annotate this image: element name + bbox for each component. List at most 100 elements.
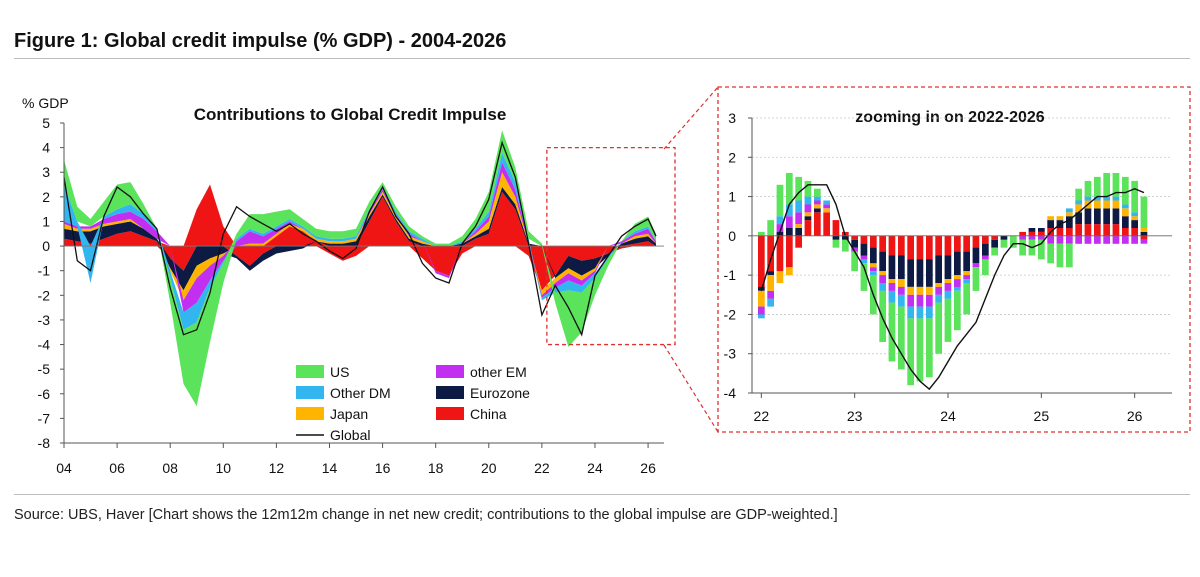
bar-other-em xyxy=(982,255,989,260)
bar-japan xyxy=(954,275,961,279)
bar-other-dm xyxy=(804,196,812,205)
bar-other-dm xyxy=(1131,212,1138,217)
bar-china xyxy=(795,235,802,248)
legend-label-other-dm: Other DM xyxy=(330,385,391,401)
zoom-highlight-box xyxy=(546,146,676,346)
main-x-tick-label: 26 xyxy=(640,460,656,476)
bar-us xyxy=(1140,196,1148,228)
bar-other-em xyxy=(879,275,886,283)
bar-china xyxy=(1084,224,1092,236)
bar-japan xyxy=(916,286,924,295)
bar-eurozone xyxy=(1084,208,1092,225)
bar-other-dm xyxy=(907,306,914,319)
bar-china xyxy=(860,235,868,244)
bar-other-dm xyxy=(963,279,970,283)
main-y-tick-label: -2 xyxy=(38,287,51,303)
bar-other-dm xyxy=(879,283,886,291)
bar-us xyxy=(1131,180,1138,213)
bar-eurozone xyxy=(879,251,886,272)
bar-china xyxy=(963,235,970,252)
bar-eurozone xyxy=(832,235,840,240)
main-y-tick-label: 3 xyxy=(42,164,50,180)
legend-label-global: Global xyxy=(330,427,370,443)
bar-eurozone xyxy=(1140,231,1148,236)
legend-swatch-other-dm xyxy=(296,386,324,399)
bar-china xyxy=(1066,228,1073,236)
legend: US Other DM Japan Global other EM Eurozone Chi… xyxy=(296,364,530,443)
bar-us xyxy=(991,247,998,256)
legend-label-other-em: other EM xyxy=(470,364,527,380)
bar-other-em xyxy=(926,294,933,307)
bar-japan xyxy=(767,275,774,291)
main-x-tick-label: 16 xyxy=(375,460,391,476)
bar-eurozone xyxy=(1000,235,1008,240)
main-y-tick-label: -8 xyxy=(38,435,51,451)
bar-eurozone xyxy=(954,251,961,276)
main-y-tick-label: 0 xyxy=(42,238,50,254)
bar-other-dm xyxy=(898,294,905,307)
bar-other-dm xyxy=(870,271,877,276)
bar-other-em xyxy=(1019,235,1026,240)
bar-us xyxy=(982,259,989,276)
bar-china xyxy=(804,220,812,236)
bar-china xyxy=(1122,228,1129,236)
bar-eurozone xyxy=(860,243,868,256)
bar-eurozone xyxy=(1094,208,1101,225)
bar-japan xyxy=(1094,200,1101,209)
main-y-tick-label: 5 xyxy=(42,115,50,131)
bar-other-em xyxy=(916,294,924,307)
bar-japan xyxy=(776,271,784,283)
bar-japan xyxy=(1075,204,1082,213)
bar-china xyxy=(1056,228,1064,236)
bar-china xyxy=(776,235,784,272)
bar-japan xyxy=(879,271,886,276)
bar-us xyxy=(851,251,858,272)
bar-other-em xyxy=(814,200,821,205)
zoom-connector-bottom xyxy=(663,344,719,433)
series-line-global xyxy=(63,140,657,337)
bar-us xyxy=(916,318,924,382)
bar-other-em xyxy=(804,204,812,213)
bar-japan xyxy=(926,286,933,295)
main-x-tick-label: 14 xyxy=(322,460,338,476)
bar-us xyxy=(1075,188,1082,201)
bar-other-em xyxy=(823,204,830,209)
main-y-axis-label: % GDP xyxy=(22,95,69,111)
bar-eurozone xyxy=(1028,228,1036,232)
bar-eurozone xyxy=(814,208,821,213)
bar-other-em xyxy=(1038,235,1045,240)
bar-other-em xyxy=(1056,235,1064,244)
bar-us xyxy=(776,184,784,217)
zoom-connector-top xyxy=(663,86,719,150)
zoom-y-tick-label: 1 xyxy=(728,189,736,205)
main-chart: % GDP Contributions to Global Credit Imp… xyxy=(22,95,676,476)
bar-us xyxy=(1066,243,1073,268)
bar-china xyxy=(832,220,840,236)
bar-eurozone xyxy=(926,259,933,287)
bar-other-dm xyxy=(1075,200,1082,205)
bar-eurozone xyxy=(1038,228,1045,232)
bar-eurozone xyxy=(1131,220,1138,228)
bar-us xyxy=(972,267,980,291)
bar-other-dm xyxy=(767,298,774,307)
legend-swatch-china xyxy=(436,407,464,420)
main-x-tick-label: 10 xyxy=(216,460,232,476)
bar-us xyxy=(1038,239,1045,260)
bar-china xyxy=(954,235,961,252)
bar-us xyxy=(842,239,849,252)
bar-us xyxy=(1019,239,1026,256)
bar-japan xyxy=(907,286,914,295)
bar-other-em xyxy=(1075,235,1082,244)
bar-other-dm xyxy=(1112,196,1120,201)
bar-other-em xyxy=(1122,235,1129,244)
bar-japan xyxy=(898,279,905,287)
bar-eurozone xyxy=(870,247,877,264)
bar-china xyxy=(786,235,793,268)
bar-other-dm xyxy=(926,306,933,319)
bar-eurozone xyxy=(1112,208,1120,225)
bar-us xyxy=(935,302,942,354)
bar-other-em xyxy=(888,283,896,291)
zoom-x-tick-label: 26 xyxy=(1127,408,1143,424)
bar-other-em xyxy=(935,286,942,295)
bar-japan xyxy=(888,279,896,283)
